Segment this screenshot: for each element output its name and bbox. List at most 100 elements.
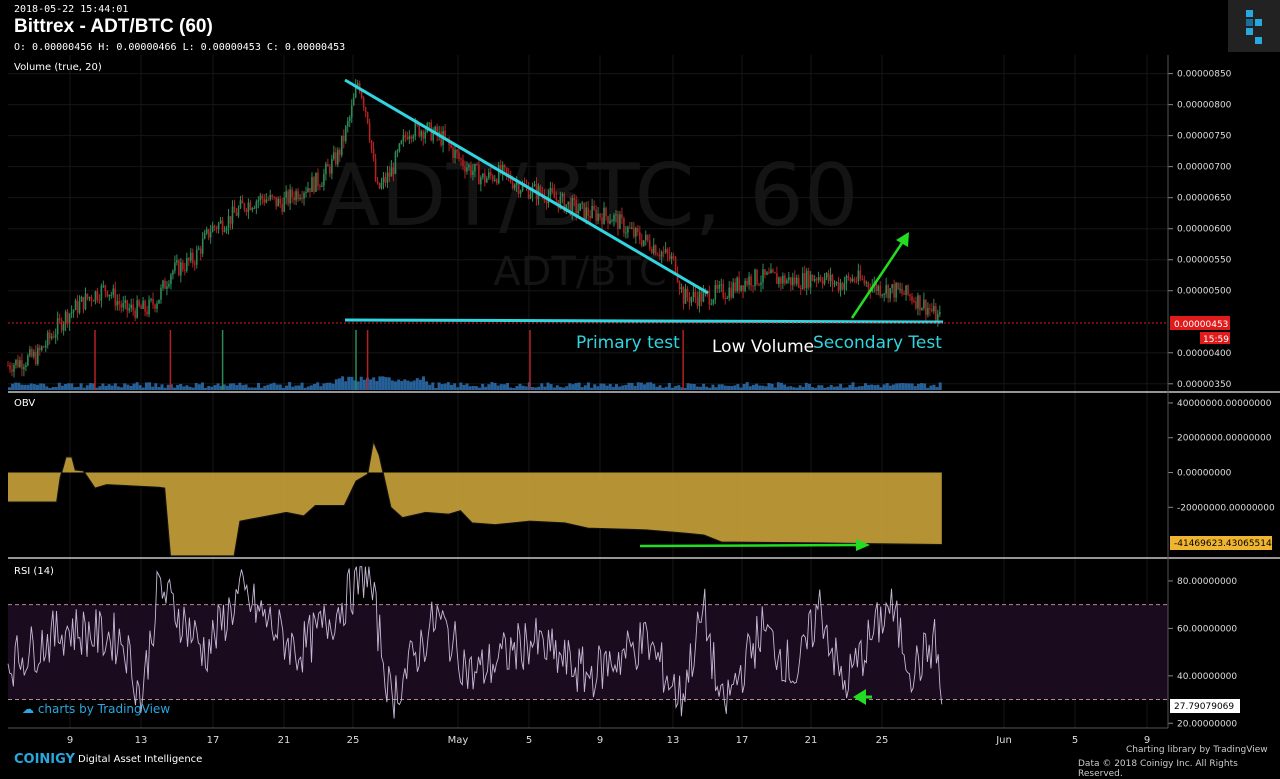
price-candle <box>428 122 431 124</box>
volume-bar <box>179 383 183 390</box>
price-candle <box>885 285 887 294</box>
price-candle <box>450 144 452 148</box>
price-candle <box>893 284 895 298</box>
volume-bars <box>8 330 942 390</box>
volume-bar <box>639 382 643 390</box>
volume-bar <box>770 383 774 390</box>
volume-bar <box>238 382 242 390</box>
price-candle <box>287 191 289 204</box>
volume-bar <box>107 384 111 390</box>
volume-bar <box>57 382 61 390</box>
price-candle <box>929 308 931 310</box>
price-candle <box>917 295 919 309</box>
volume-bar <box>54 386 58 390</box>
price-candle <box>186 257 188 271</box>
charting-library-credit[interactable]: Charting library by TradingView <box>1126 745 1268 755</box>
price-candle <box>658 254 661 257</box>
price-tick-label: 0.00000850 <box>1177 70 1232 80</box>
volume-bar <box>272 382 276 390</box>
price-candle <box>203 233 206 239</box>
price-candle <box>311 177 313 192</box>
price-candle <box>939 311 941 315</box>
coinigy-logo-button[interactable] <box>1228 0 1280 52</box>
price-tick-label: 0.00000400 <box>1177 349 1232 359</box>
price-candle <box>313 177 315 192</box>
price-candle <box>499 165 502 174</box>
obv-area <box>8 439 942 557</box>
volume-bar <box>618 386 622 390</box>
volume-bar <box>98 386 102 390</box>
price-candle <box>325 164 327 175</box>
price-tick-label: 0.00000700 <box>1177 163 1232 173</box>
support-line[interactable] <box>344 318 944 324</box>
volume-bar <box>695 386 699 390</box>
price-candle <box>827 273 830 281</box>
price-candle <box>158 299 160 304</box>
volume-bar <box>88 383 92 390</box>
volume-bar <box>393 381 397 390</box>
price-candle <box>35 351 37 365</box>
price-candle <box>229 216 232 224</box>
price-candle <box>132 304 134 311</box>
price-candle <box>408 136 411 140</box>
price-candle <box>323 174 325 186</box>
volume-bar <box>854 387 858 390</box>
obv-fill-area <box>8 441 942 556</box>
price-candle <box>839 283 842 291</box>
price-candle <box>797 277 800 289</box>
price-candle <box>748 276 750 285</box>
price-candle <box>402 135 405 141</box>
volume-bar <box>926 387 930 390</box>
volume-bar <box>328 382 332 390</box>
obv-flat-arrow[interactable] <box>639 543 861 548</box>
volume-bar <box>235 385 239 390</box>
volume-bar <box>642 384 646 390</box>
price-candle <box>752 285 754 287</box>
price-candle <box>728 287 731 298</box>
price-candle <box>521 184 524 191</box>
price-candle <box>350 105 353 118</box>
rsi-arrow-head[interactable] <box>853 689 866 705</box>
volume-bar <box>110 385 114 390</box>
volume-bar <box>867 385 871 390</box>
price-candle <box>96 291 99 300</box>
obv-tick-label: 0.00000000 <box>1177 469 1232 479</box>
price-candle <box>136 300 138 318</box>
volume-bar <box>372 377 376 390</box>
volume-bar <box>456 387 460 390</box>
price-candle <box>382 177 385 183</box>
descending-trendline[interactable] <box>344 78 709 295</box>
price-candle <box>527 186 530 199</box>
price-candle <box>913 300 915 302</box>
price-candle <box>478 164 480 185</box>
price-candle <box>297 191 299 200</box>
volume-bar <box>244 384 248 390</box>
volume-bar <box>748 386 752 390</box>
volume-bar <box>727 385 731 390</box>
volume-bar <box>776 382 780 390</box>
price-candle <box>82 296 85 310</box>
volume-bar <box>761 385 765 390</box>
price-candle <box>581 202 583 204</box>
price-candle <box>56 318 59 335</box>
price-candle <box>37 347 39 365</box>
volume-bar <box>717 384 721 390</box>
volume-bar <box>79 383 83 390</box>
price-candle <box>696 297 699 306</box>
price-candle <box>370 140 373 149</box>
price-candle <box>315 172 317 192</box>
price-candle <box>642 240 645 246</box>
price-candle <box>776 273 778 284</box>
price-candle <box>795 277 798 284</box>
price-candle <box>484 173 486 183</box>
breakout-arrow[interactable] <box>850 236 908 319</box>
volume-bar <box>499 384 503 390</box>
coinigy-logo-icon <box>1246 10 1262 44</box>
annotation-low-volume: Low Volume <box>712 337 814 357</box>
price-candle <box>780 277 782 284</box>
tradingview-badge[interactable]: ☁ charts by TradingView <box>22 702 170 716</box>
volume-bar <box>708 387 712 390</box>
volume-bar <box>232 383 236 390</box>
volume-bar <box>711 384 715 390</box>
